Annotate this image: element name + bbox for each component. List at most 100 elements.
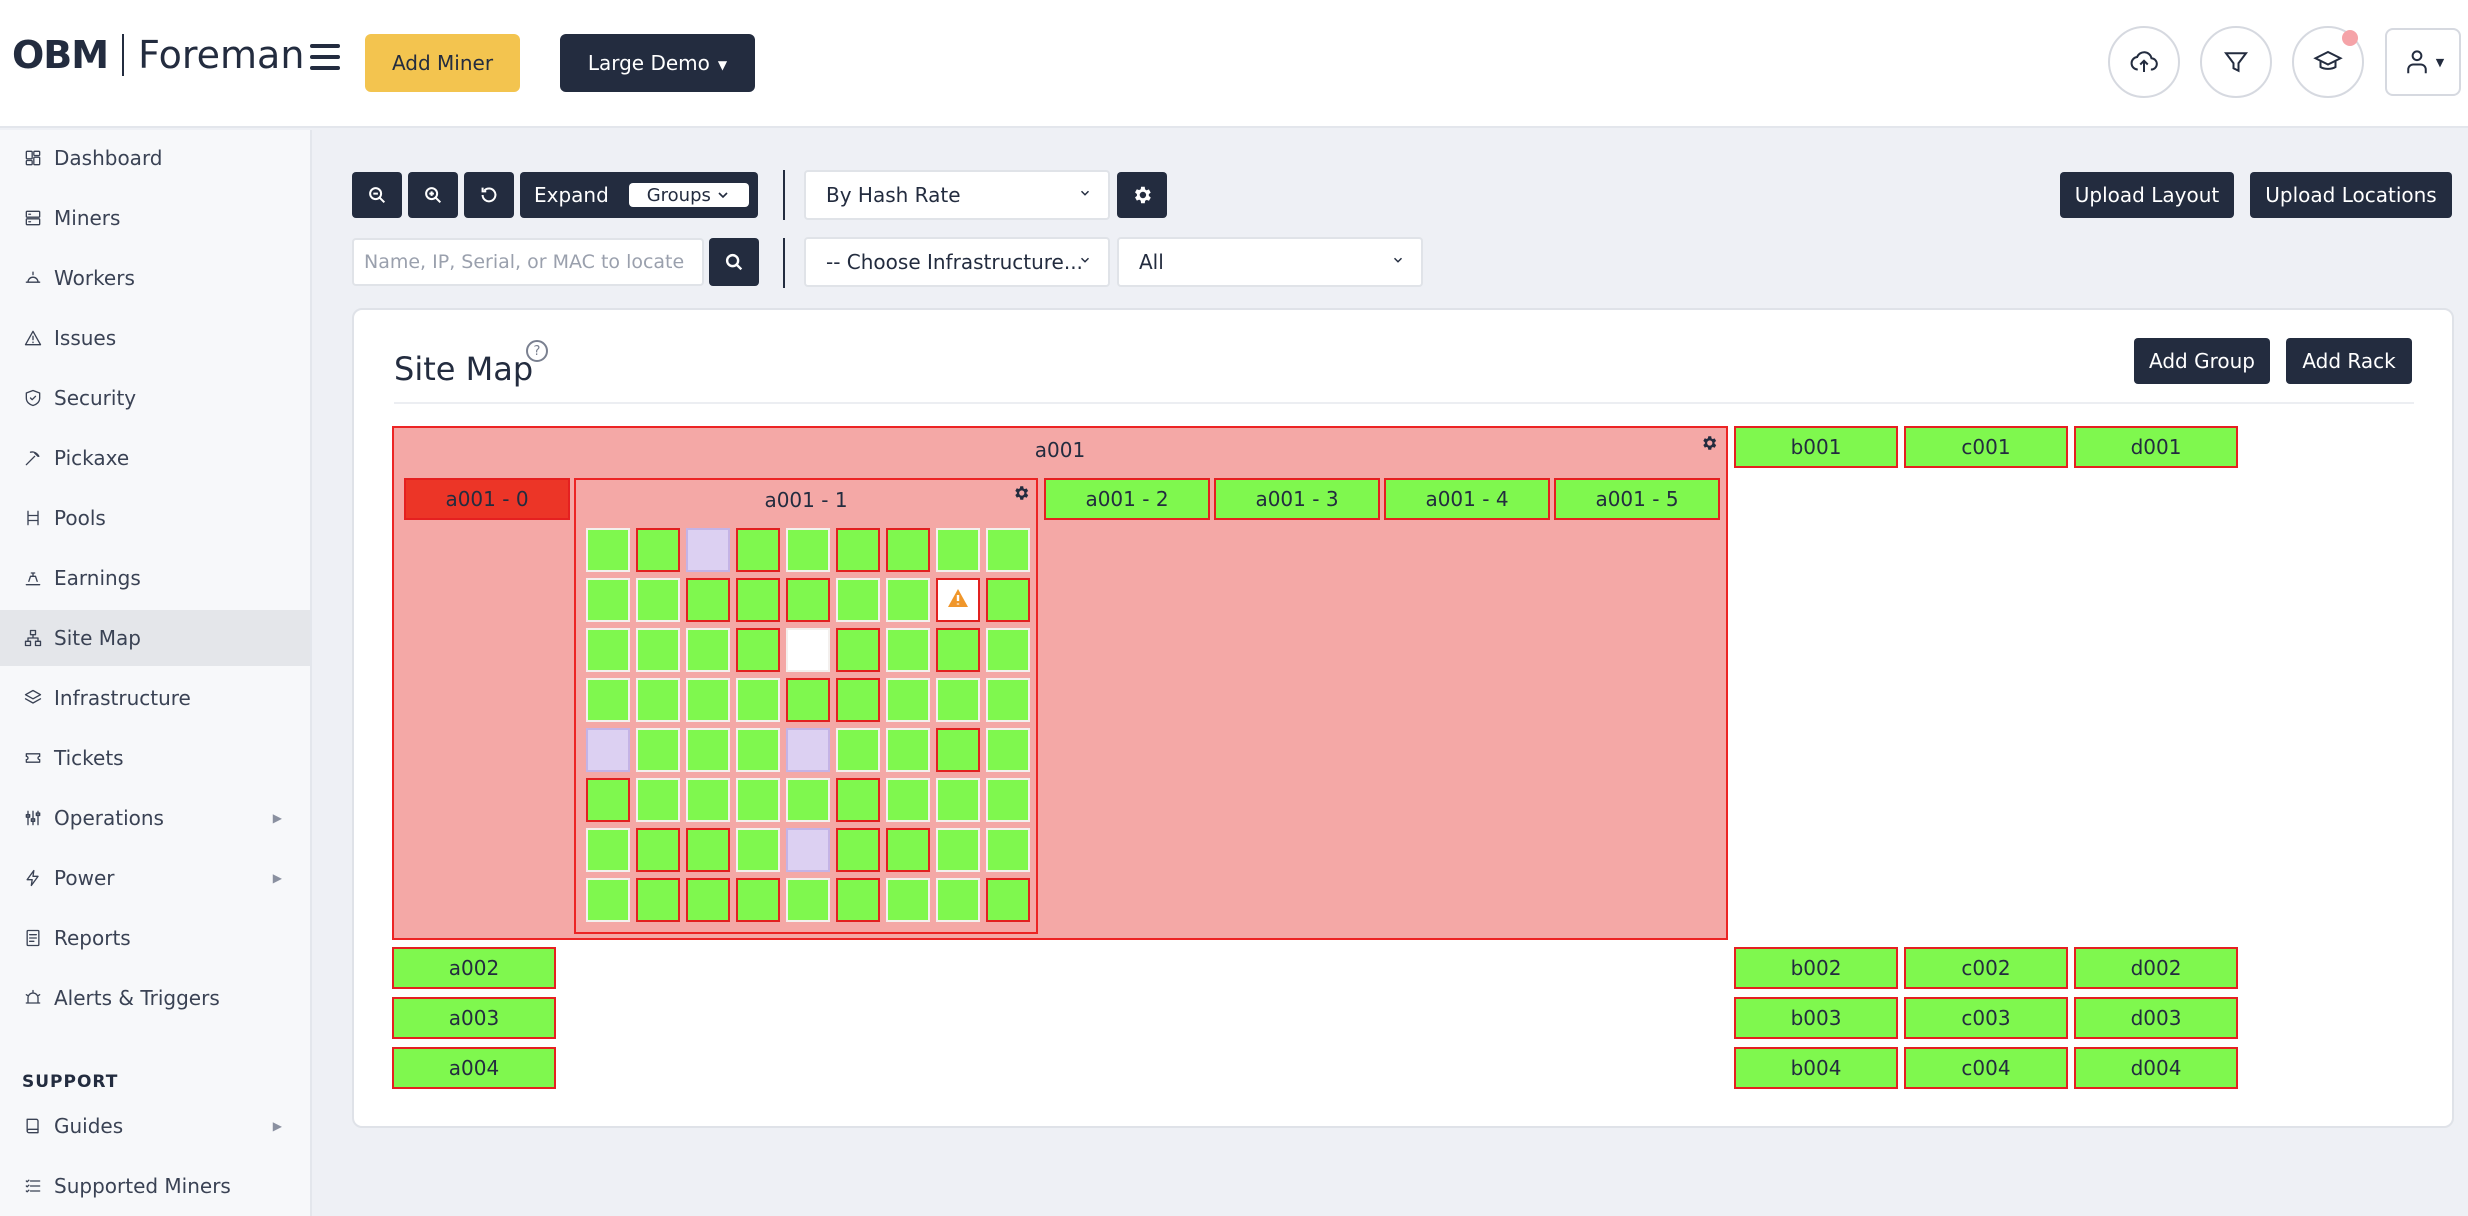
rack-b004[interactable]: b004 — [1734, 1047, 1898, 1089]
demo-account-dropdown[interactable]: Large Demo ▼ — [560, 34, 755, 92]
miner-cell[interactable] — [736, 678, 780, 722]
miner-cell[interactable] — [936, 578, 980, 622]
miner-cell[interactable] — [686, 528, 730, 572]
rack-d002[interactable]: d002 — [2074, 947, 2238, 989]
miner-cell[interactable] — [636, 578, 680, 622]
miner-cell[interactable] — [636, 728, 680, 772]
miner-cell[interactable] — [736, 578, 780, 622]
miner-cell[interactable] — [736, 778, 780, 822]
miner-cell[interactable] — [586, 528, 630, 572]
sidebar-item-power[interactable]: Power ▶ — [0, 850, 310, 906]
locate-search-input[interactable] — [352, 238, 704, 286]
miner-cell[interactable] — [586, 778, 630, 822]
reset-view-button[interactable] — [464, 172, 514, 218]
miner-cell[interactable] — [986, 828, 1030, 872]
infrastructure-select[interactable]: -- Choose Infrastructure... — [804, 237, 1110, 287]
upload-locations-button[interactable]: Upload Locations — [2250, 172, 2452, 218]
miner-cell[interactable] — [936, 528, 980, 572]
sidebar-item-security[interactable]: Security — [0, 370, 310, 426]
miner-cell[interactable] — [836, 778, 880, 822]
miner-cell[interactable] — [986, 878, 1030, 922]
miner-cell[interactable] — [736, 828, 780, 872]
sidebar-item-supported-miners[interactable]: Supported Miners — [0, 1158, 310, 1214]
add-rack-button[interactable]: Add Rack — [2286, 338, 2412, 384]
group-settings-gear-icon[interactable] — [1700, 434, 1718, 452]
miner-cell[interactable] — [786, 728, 830, 772]
miner-cell[interactable] — [786, 828, 830, 872]
miner-cell[interactable] — [786, 628, 830, 672]
upload-cloud-button[interactable] — [2108, 26, 2180, 98]
sidebar-item-tickets[interactable]: Tickets — [0, 730, 310, 786]
miner-cell[interactable] — [636, 628, 680, 672]
miner-cell[interactable] — [986, 778, 1030, 822]
miner-cell[interactable] — [736, 728, 780, 772]
add-group-button[interactable]: Add Group — [2134, 338, 2270, 384]
rack-c001[interactable]: c001 — [1904, 426, 2068, 468]
miner-cell[interactable] — [936, 878, 980, 922]
sidebar-item-alerts-triggers[interactable]: Alerts & Triggers — [0, 970, 310, 1026]
miner-cell[interactable] — [836, 828, 880, 872]
sidebar-item-pools[interactable]: Pools — [0, 490, 310, 546]
miner-cell[interactable] — [986, 578, 1030, 622]
sidebar-item-pickaxe[interactable]: Pickaxe — [0, 430, 310, 486]
rack-a002[interactable]: a002 — [392, 947, 556, 989]
miner-cell[interactable] — [636, 828, 680, 872]
sidebar-item-operations[interactable]: Operations ▶ — [0, 790, 310, 846]
miner-cell[interactable] — [936, 828, 980, 872]
miner-cell[interactable] — [686, 578, 730, 622]
miner-cell[interactable] — [686, 828, 730, 872]
sidebar-item-issues[interactable]: Issues — [0, 310, 310, 366]
miner-cell[interactable] — [936, 778, 980, 822]
sort-select[interactable]: By Hash Rate — [804, 170, 1110, 220]
zoom-out-button[interactable] — [352, 172, 402, 218]
rack-b003[interactable]: b003 — [1734, 997, 1898, 1039]
miner-cell[interactable] — [586, 828, 630, 872]
miner-cell[interactable] — [886, 578, 930, 622]
miner-cell[interactable] — [686, 728, 730, 772]
expand-control[interactable]: Expand Groups — [520, 172, 758, 218]
rack-settings-gear-icon[interactable] — [1012, 484, 1030, 502]
add-miner-button[interactable]: Add Miner — [365, 34, 520, 92]
miner-cell[interactable] — [836, 528, 880, 572]
miner-cell[interactable] — [586, 878, 630, 922]
miner-cell[interactable] — [886, 678, 930, 722]
sidebar-item-site-map[interactable]: Site Map — [0, 610, 310, 666]
rack-c002[interactable]: c002 — [1904, 947, 2068, 989]
miner-cell[interactable] — [986, 528, 1030, 572]
user-menu-button[interactable]: ▼ — [2385, 28, 2461, 96]
miner-cell[interactable] — [686, 678, 730, 722]
rack-a001-1[interactable]: a001 - 1 — [574, 478, 1038, 934]
filter-select[interactable]: All — [1117, 237, 1423, 287]
groups-select[interactable]: Groups — [628, 183, 749, 207]
rack-b002[interactable]: b002 — [1734, 947, 1898, 989]
rack-d004[interactable]: d004 — [2074, 1047, 2238, 1089]
miner-cell[interactable] — [836, 728, 880, 772]
miner-cell[interactable] — [886, 728, 930, 772]
rack-a004[interactable]: a004 — [392, 1047, 556, 1089]
miner-cell[interactable] — [936, 728, 980, 772]
miner-cell[interactable] — [936, 678, 980, 722]
miner-cell[interactable] — [836, 878, 880, 922]
sidebar-item-workers[interactable]: Workers — [0, 250, 310, 306]
sidebar-item-infrastructure[interactable]: Infrastructure — [0, 670, 310, 726]
miner-cell[interactable] — [636, 678, 680, 722]
rack-a001-2[interactable]: a001 - 2 — [1044, 478, 1210, 520]
miner-cell[interactable] — [786, 528, 830, 572]
miner-cell[interactable] — [836, 628, 880, 672]
miner-cell[interactable] — [586, 628, 630, 672]
miner-cell[interactable] — [786, 778, 830, 822]
miner-cell[interactable] — [786, 678, 830, 722]
rack-a003[interactable]: a003 — [392, 997, 556, 1039]
logo[interactable]: OBM Foreman — [12, 30, 304, 80]
miner-cell[interactable] — [886, 778, 930, 822]
upload-layout-button[interactable]: Upload Layout — [2060, 172, 2234, 218]
sidebar-item-miners[interactable]: Miners — [0, 190, 310, 246]
rack-a001-4[interactable]: a001 - 4 — [1384, 478, 1550, 520]
miner-cell[interactable] — [886, 628, 930, 672]
rack-a001-5[interactable]: a001 - 5 — [1554, 478, 1720, 520]
rack-d003[interactable]: d003 — [2074, 997, 2238, 1039]
academy-button[interactable] — [2292, 26, 2364, 98]
help-icon[interactable]: ? — [526, 340, 548, 362]
miner-cell[interactable] — [936, 628, 980, 672]
sidebar-item-reports[interactable]: Reports — [0, 910, 310, 966]
